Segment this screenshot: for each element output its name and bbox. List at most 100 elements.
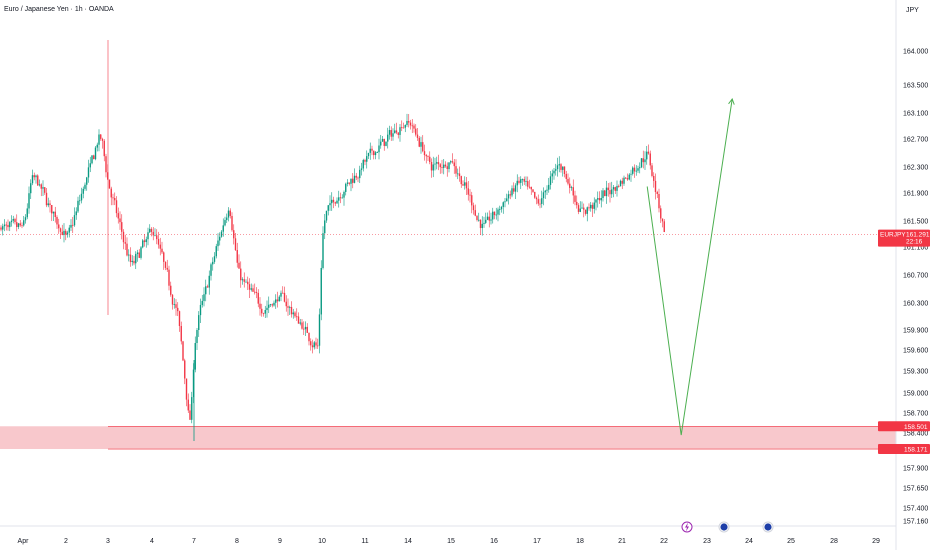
candle-body [366, 156, 368, 162]
candle-body [112, 197, 114, 199]
candle-body [126, 243, 128, 256]
candle-body [87, 167, 90, 178]
candle-body [437, 162, 440, 165]
candle-body [427, 156, 429, 157]
candle-body [661, 218, 664, 222]
candle-body [140, 247, 142, 258]
candle-body [224, 220, 226, 226]
candle-body [26, 208, 28, 218]
support-zone-fill [0, 426, 896, 450]
candle-body [527, 181, 529, 187]
candle-body [411, 125, 413, 127]
candle-body [276, 299, 279, 302]
candle-body [23, 220, 25, 226]
time-axis[interactable]: Apr 2 3 4 7 8 9 10 11 14 15 16 17 18 21 22 23 24 25 28 29 [18, 538, 880, 545]
candle-body [548, 184, 550, 190]
candle-body [166, 267, 168, 270]
flag-eu-icon[interactable] [718, 521, 730, 533]
candle-body [395, 130, 398, 133]
candle-body [304, 326, 307, 330]
candle-body [42, 187, 44, 189]
candle-body [457, 173, 459, 175]
candle-body [178, 311, 181, 327]
candle-body [96, 144, 98, 148]
candle-body [446, 166, 448, 170]
candle-body [593, 202, 595, 209]
candle-body [453, 162, 455, 167]
time-tick-label: 10 [318, 538, 326, 545]
candle-body [170, 285, 172, 295]
price-axis[interactable]: 164.000 163.500 163.100 162.700 162.300 161.9… [903, 49, 928, 526]
candle-body [184, 360, 186, 379]
candle-body [341, 197, 343, 199]
candle-body [570, 187, 573, 189]
candle-body [259, 303, 261, 309]
price-tick-label: 164.000 [903, 49, 928, 56]
candle-body [478, 219, 480, 221]
candle-body [654, 180, 657, 193]
candle-body [122, 231, 125, 243]
candle-body [68, 227, 70, 233]
candle-body [145, 239, 147, 243]
candle-body [471, 195, 473, 206]
candle-body [432, 164, 434, 171]
candle-body [376, 152, 378, 153]
candle-body [245, 281, 247, 283]
candle-body [0, 227, 2, 230]
candle-body [171, 294, 174, 305]
candle-body [584, 209, 587, 214]
eu-flag [720, 523, 728, 531]
candle-body [436, 162, 438, 164]
candle-body [563, 166, 566, 174]
candle-body [205, 286, 207, 295]
candle-body [556, 165, 559, 170]
candle-body [287, 306, 289, 308]
candle-body [119, 218, 121, 223]
candle-body [73, 215, 76, 226]
candle-body [31, 175, 34, 184]
candle-body [89, 163, 91, 168]
candle-body [47, 203, 49, 206]
candle-body [485, 219, 487, 223]
candle-body [632, 167, 634, 174]
candle-body [625, 177, 627, 179]
candle-body [196, 330, 198, 343]
candle-body [324, 220, 326, 234]
candle-body [532, 189, 534, 192]
candle-body [656, 192, 658, 194]
event-markers[interactable] [681, 521, 774, 533]
candle-body [507, 194, 510, 199]
candle-body [93, 155, 95, 160]
candle-body [493, 211, 496, 216]
candle-body [296, 316, 298, 318]
time-tick-label: Apr [18, 538, 30, 545]
candle-body [313, 342, 315, 348]
candle-body [152, 231, 154, 236]
candle-body [336, 200, 338, 204]
time-tick-label: 8 [235, 538, 239, 545]
candle-body [75, 211, 77, 216]
candle-body [429, 156, 431, 162]
candle-body [308, 332, 310, 342]
zone-top-tag-bg [878, 421, 930, 432]
candle-body [364, 160, 366, 162]
candle-body [588, 207, 590, 209]
candle-body [651, 165, 653, 176]
candle-body [322, 233, 324, 268]
candle-body [474, 210, 476, 216]
candle-body [353, 175, 356, 183]
lightning-icon[interactable] [681, 521, 693, 533]
price-tick-label: 159.600 [903, 348, 928, 355]
candle-body [495, 214, 497, 216]
time-tick-label: 3 [106, 538, 110, 545]
price-tick-label: 161.900 [903, 191, 928, 198]
candle-body [199, 304, 202, 316]
candle-body [278, 296, 280, 302]
candle-body [346, 182, 349, 184]
candle-body [142, 240, 144, 248]
candle-body [413, 125, 415, 129]
flag-eu-icon[interactable] [762, 521, 774, 533]
candle-body [520, 179, 522, 183]
candle-body [63, 230, 65, 235]
